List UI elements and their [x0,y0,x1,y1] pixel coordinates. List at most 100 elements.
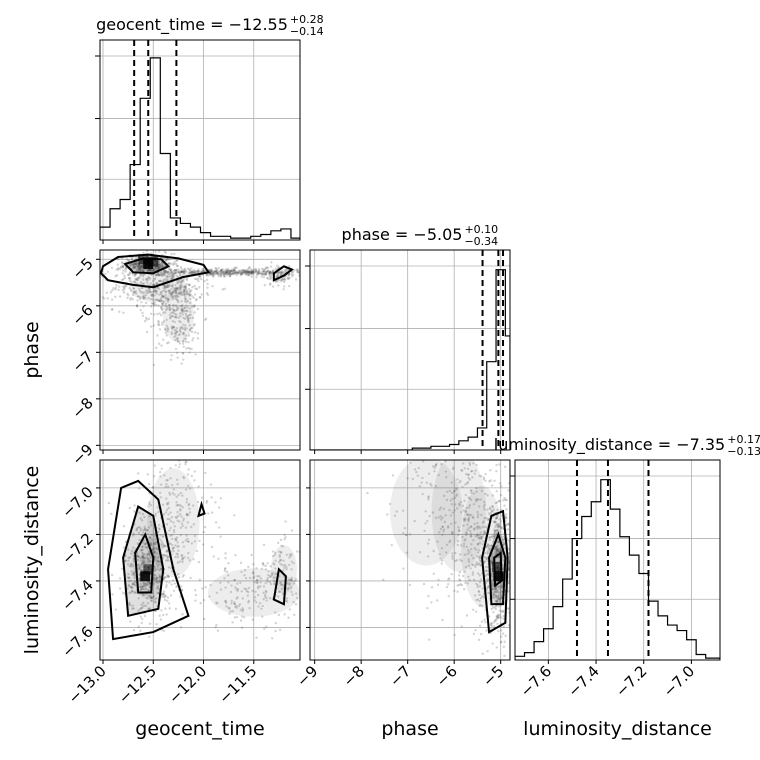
sample-point [171,548,175,551]
sample-point [151,486,155,489]
sample-point [182,269,185,273]
sample-point [158,273,161,276]
sample-point [184,296,187,299]
sample-point [219,497,223,500]
sample-point [151,284,155,287]
sample-point [215,601,218,604]
sample-point [153,290,156,293]
sample-point [189,293,192,297]
sample-point [250,270,253,273]
sample-point [178,329,181,332]
sample-point [175,274,179,277]
sample-point [163,270,166,274]
sample-point [115,274,119,277]
sample-point [463,519,466,522]
sample-point [181,558,184,561]
sample-point [182,332,185,336]
sample-point [265,625,268,628]
sample-point [142,593,145,596]
sample-point [502,543,505,546]
sample-point [457,533,460,536]
sample-point [478,534,481,537]
sample-point [127,559,130,562]
sample-point [482,478,485,481]
sample-point [114,275,117,278]
sample-point [227,272,230,275]
sample-point [228,274,232,278]
sample-point [165,613,168,616]
sample-point [486,572,489,576]
title-main-luminosity_distance: luminosity_distance = −7.35 [494,435,725,455]
sample-point [487,591,490,595]
sample-point [316,611,318,613]
sample-point [133,510,136,513]
sample-point [495,599,498,603]
sample-point [463,587,466,591]
sample-point [483,503,486,506]
sample-point [173,289,176,292]
sample-point [205,273,208,276]
sample-point [162,287,165,290]
sample-point [170,307,174,310]
sample-point [138,263,141,267]
sample-point [331,602,333,604]
sample-point [131,586,134,590]
sample-point [157,304,160,307]
sample-point [173,312,177,316]
sample-point [478,563,482,566]
sample-point [175,495,178,499]
sample-point [283,268,287,272]
sample-point [450,491,454,495]
xtick-label-phase-4: −5 [479,662,507,690]
sample-point [162,295,165,299]
sample-point [166,307,169,311]
sample-point [147,269,150,272]
sample-point [184,337,188,341]
sample-point [132,583,136,586]
sample-point [173,289,177,292]
sample-point [435,462,438,466]
sample-point [490,559,493,563]
pair-body-1 [107,455,333,641]
sample-point [226,270,229,273]
sample-point [146,269,149,272]
sample-point [176,337,179,340]
sample-point [156,560,160,563]
sample-point [162,278,166,281]
sample-point [280,587,284,591]
sample-point [493,590,496,594]
sample-point [146,588,150,592]
sample-point [162,280,165,283]
sample-point [156,556,159,560]
sample-point [169,534,172,537]
sample-point [494,587,498,591]
sample-point [478,537,481,540]
sample-point [476,515,480,519]
sample-point [127,277,131,280]
sample-point [290,579,293,582]
sample-point [153,551,156,554]
title-median-phase: −5.05 [413,225,462,244]
sample-point [163,455,165,457]
sample-point [472,632,476,636]
sample-point [222,270,226,273]
sample-point [238,270,242,273]
sample-point [280,551,283,554]
sample-point [132,559,135,563]
sample-point [279,558,283,562]
sample-point [130,262,134,265]
sample-point [287,274,291,277]
sample-point [180,267,183,271]
sample-point [247,270,251,274]
sample-point [243,574,246,577]
sample-point [163,544,166,547]
sample-point [511,601,513,603]
sample-point [129,298,132,301]
sample-point [288,608,291,611]
sample-point [176,294,179,297]
sample-point [176,286,180,290]
sample-point [165,549,169,552]
sample-point [122,291,126,294]
sample-point [220,273,223,277]
sample-point [480,536,483,540]
